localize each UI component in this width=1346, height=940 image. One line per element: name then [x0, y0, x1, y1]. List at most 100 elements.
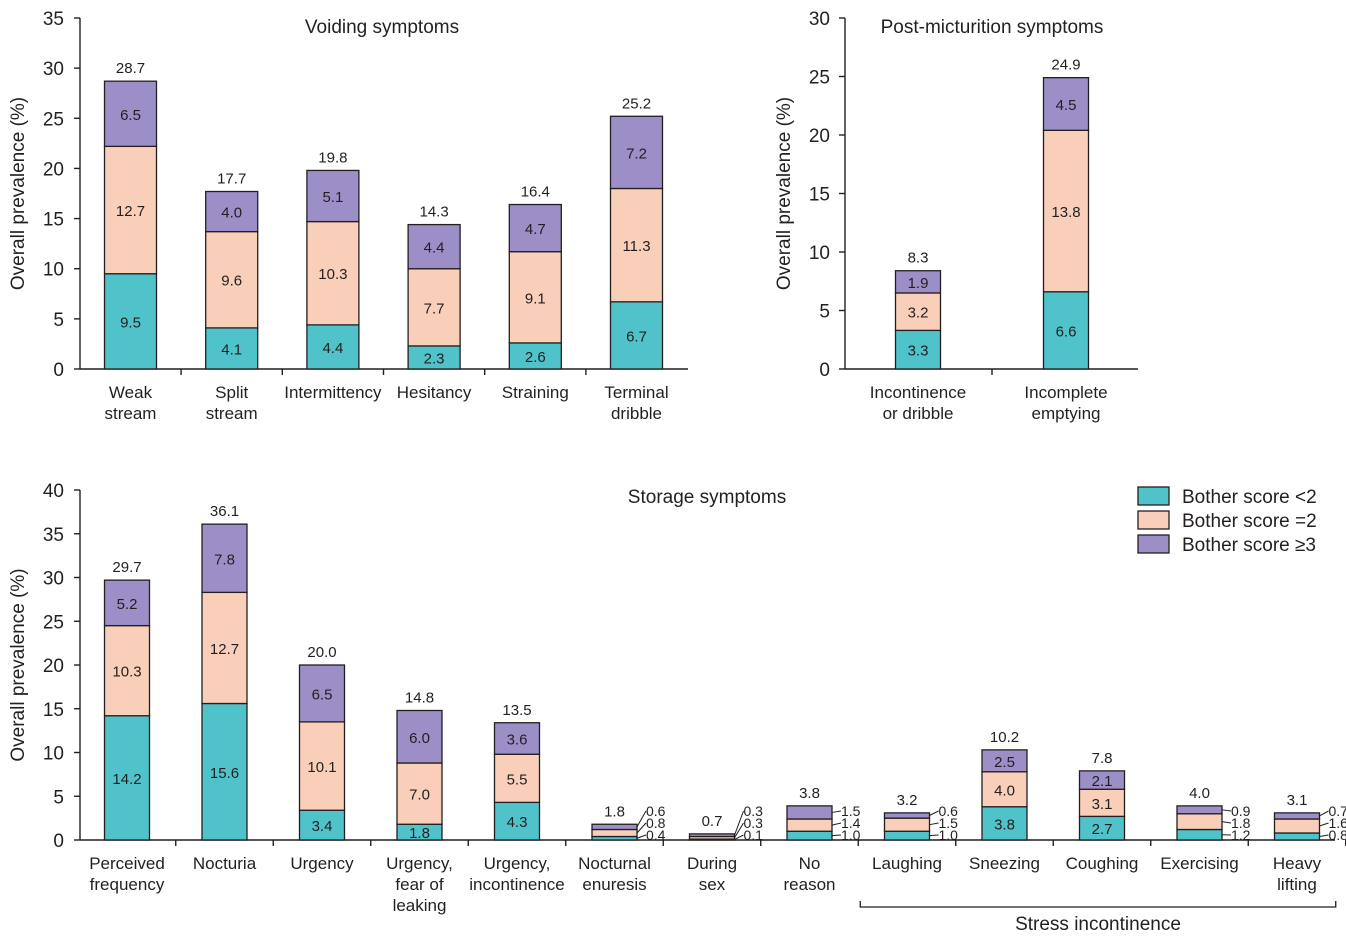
bar-segment: [885, 813, 930, 818]
total-label: 25.2: [622, 95, 651, 112]
x-tick-label: Straining: [502, 383, 569, 402]
y-tick-label: 10: [43, 744, 64, 765]
bar-segment: [787, 806, 832, 819]
chart-title: Voiding symptoms: [305, 17, 459, 38]
total-label: 8.3: [908, 250, 929, 267]
segment-label: 4.4: [424, 240, 445, 257]
total-label: 3.2: [897, 792, 918, 809]
segment-label: 4.3: [507, 814, 528, 831]
leader-line: [1222, 810, 1231, 811]
segment-label: 12.7: [116, 203, 145, 220]
segment-label: 3.4: [312, 818, 333, 835]
total-label: 36.1: [210, 503, 239, 520]
segment-label: 4.7: [525, 221, 546, 238]
bar-segment: [592, 824, 637, 829]
y-tick-label: 5: [53, 310, 64, 331]
segment-label: 6.5: [312, 686, 333, 703]
bar-segment: [1275, 813, 1320, 819]
segment-label: 4.4: [322, 340, 343, 357]
segment-label: 4.0: [221, 205, 242, 222]
y-axis-label: Overall prevalence (%): [8, 568, 29, 761]
segment-label: 6.6: [1056, 323, 1077, 340]
total-label: 14.3: [419, 204, 448, 221]
bar-segment: [1275, 819, 1320, 833]
leader-line: [930, 811, 939, 816]
total-label: 29.7: [112, 559, 141, 576]
segment-label: 3.1: [1092, 796, 1113, 813]
segment-label: 1.9: [908, 275, 929, 292]
bar-segment: [885, 831, 930, 840]
y-tick-label: 10: [809, 243, 830, 264]
x-tick-label: Coughing: [1066, 854, 1139, 873]
total-label: 19.8: [318, 149, 347, 166]
leader-line: [930, 835, 939, 836]
bar-segment: [787, 831, 832, 840]
leader-line: [637, 835, 646, 838]
bar-segment: [1177, 814, 1222, 830]
bar-segment: [592, 830, 637, 837]
segment-label: 7.0: [409, 787, 430, 804]
total-label: 3.1: [1287, 792, 1308, 809]
segment-label: 2.5: [994, 754, 1015, 771]
segment-label-outside: 0.3: [744, 803, 764, 819]
y-tick-label: 20: [43, 159, 64, 180]
segment-label-outside: 1.5: [841, 803, 861, 819]
segment-label: 5.5: [507, 771, 528, 788]
y-tick-label: 15: [43, 210, 64, 231]
group-bracket: [860, 901, 1336, 907]
segment-label: 10.3: [318, 266, 347, 283]
group-bracket-label: Stress incontinence: [1015, 914, 1181, 935]
y-axis-label: Overall prevalence (%): [774, 97, 795, 290]
segment-label: 2.6: [525, 349, 546, 366]
segment-label-outside: 0.7: [1329, 803, 1346, 819]
x-tick-label: Hesitancy: [397, 383, 472, 402]
bar-segment: [885, 818, 930, 831]
segment-label: 3.8: [994, 816, 1015, 833]
y-tick-label: 25: [43, 612, 64, 633]
segment-label: 9.6: [221, 273, 242, 290]
y-tick-label: 30: [43, 59, 64, 80]
chart-title: Storage symptoms: [628, 487, 786, 508]
leader-line: [832, 823, 841, 825]
legend-swatch: [1138, 535, 1169, 553]
leader-line: [832, 835, 841, 836]
segment-label: 11.3: [622, 238, 650, 255]
legend-label: Bother score ≥3: [1182, 535, 1316, 556]
segment-label: 15.6: [210, 765, 239, 782]
leader-line: [735, 811, 744, 835]
segment-label-outside: 0.9: [1231, 803, 1251, 819]
x-tick-label: Sneezing: [969, 854, 1040, 873]
segment-label: 7.7: [424, 300, 445, 317]
segment-label: 6.5: [120, 107, 141, 124]
segment-label: 7.8: [214, 551, 235, 568]
segment-label: 6.7: [626, 328, 647, 345]
total-label: 13.5: [502, 702, 531, 719]
y-tick-label: 5: [819, 302, 830, 323]
x-tick-label: Exercising: [1160, 854, 1238, 873]
leader-line: [1320, 811, 1329, 816]
y-tick-label: 15: [809, 185, 830, 206]
segment-label: 5.1: [322, 189, 343, 206]
bar-segment: [1177, 806, 1222, 814]
segment-label: 5.2: [117, 596, 138, 613]
x-tick-label: Urgency,incontinence: [469, 854, 564, 894]
segment-label: 2.3: [424, 350, 445, 367]
segment-label-outside: 0.6: [939, 803, 959, 819]
segment-label: 13.8: [1051, 204, 1080, 221]
segment-label: 4.0: [994, 782, 1015, 799]
total-label: 24.9: [1051, 57, 1080, 74]
y-tick-label: 10: [43, 260, 64, 281]
bar-segment: [1177, 830, 1222, 841]
total-label: 16.4: [521, 184, 550, 201]
segment-label: 4.5: [1056, 97, 1077, 114]
y-tick-label: 15: [43, 700, 64, 721]
